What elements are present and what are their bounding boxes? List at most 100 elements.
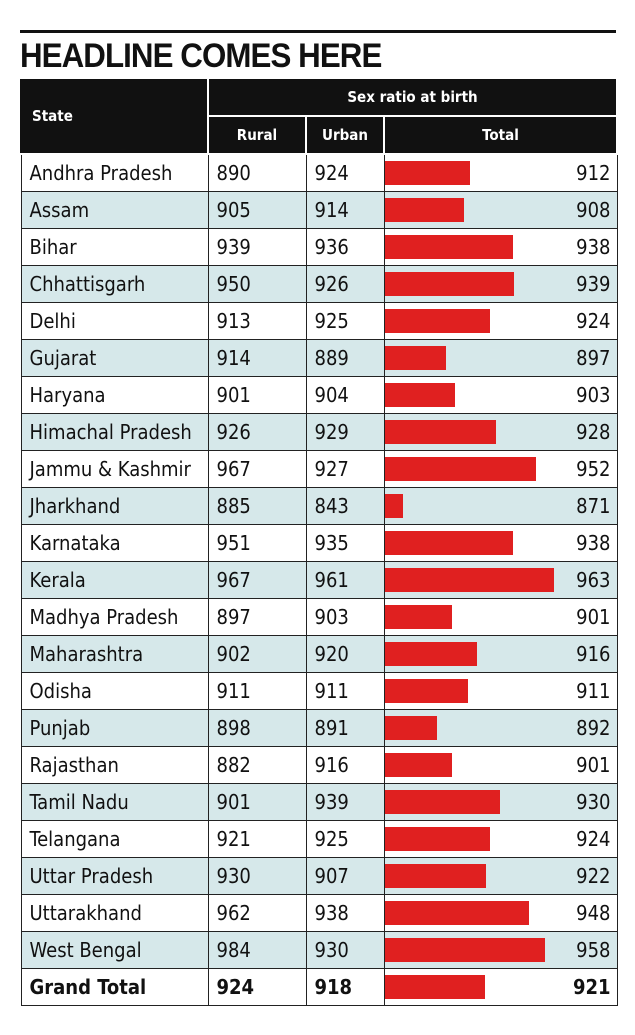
total-cell: 871 xyxy=(383,487,618,525)
rural-cell: 984 xyxy=(207,931,307,969)
total-value-label: 924 xyxy=(576,827,611,851)
total-value-label: 901 xyxy=(576,753,611,777)
table-body: Andhra Pradesh 890 924 912 Assam 905 914 908 Bih… xyxy=(20,153,618,1006)
rural-cell: 902 xyxy=(207,635,307,673)
grand-total-row: Grand Total 924 918 921 xyxy=(20,968,618,1006)
rural-cell: 930 xyxy=(207,857,307,895)
urban-cell: 925 xyxy=(305,302,385,340)
urban-cell: 907 xyxy=(305,857,385,895)
urban-cell: 927 xyxy=(305,450,385,488)
total-bar xyxy=(385,753,452,777)
table-row: Uttar Pradesh 930 907 922 xyxy=(20,857,618,895)
state-cell: Bihar xyxy=(20,228,209,266)
total-value-label: 952 xyxy=(576,457,611,481)
total-value-label: 903 xyxy=(576,383,611,407)
state-cell: Chhattisgarh xyxy=(20,265,209,303)
state-cell: Assam xyxy=(20,191,209,229)
total-cell: 952 xyxy=(383,450,618,488)
table-row: Gujarat 914 889 897 xyxy=(20,339,618,377)
column-group-header: Sex ratio at birth xyxy=(207,77,618,117)
total-cell: 903 xyxy=(383,376,618,414)
state-cell: Jammu & Kashmir xyxy=(20,450,209,488)
urban-cell: 904 xyxy=(305,376,385,414)
total-bar xyxy=(385,679,468,703)
rural-cell: 897 xyxy=(207,598,307,636)
table-row: Andhra Pradesh 890 924 912 xyxy=(20,153,618,192)
state-cell: West Bengal xyxy=(20,931,209,969)
total-bar xyxy=(385,568,554,592)
total-bar xyxy=(385,420,496,444)
total-cell: 892 xyxy=(383,709,618,747)
sex-ratio-table: State Sex ratio at birth Rural Urban Tot… xyxy=(20,77,618,1006)
urban-cell: 961 xyxy=(305,561,385,599)
total-bar xyxy=(385,309,490,333)
table-row: Haryana 901 904 903 xyxy=(20,376,618,414)
urban-cell: 891 xyxy=(305,709,385,747)
total-cell: 938 xyxy=(383,228,618,266)
total-cell: 912 xyxy=(383,153,618,192)
rural-cell: 905 xyxy=(207,191,307,229)
urban-cell: 936 xyxy=(305,228,385,266)
total-cell: 897 xyxy=(383,339,618,377)
rural-cell: 924 xyxy=(207,968,307,1006)
state-cell: Uttarakhand xyxy=(20,894,209,932)
table-row: Assam 905 914 908 xyxy=(20,191,618,229)
total-cell: 911 xyxy=(383,672,618,710)
total-value-label: 912 xyxy=(576,161,611,185)
total-value-label: 958 xyxy=(576,938,611,962)
state-cell: Gujarat xyxy=(20,339,209,377)
total-value-label: 922 xyxy=(576,864,611,888)
column-header-rural: Rural xyxy=(207,115,307,155)
total-bar xyxy=(385,272,514,296)
urban-cell: 939 xyxy=(305,783,385,821)
urban-cell: 925 xyxy=(305,820,385,858)
rural-cell: 939 xyxy=(207,228,307,266)
total-cell: 921 xyxy=(383,968,618,1006)
state-cell: Grand Total xyxy=(20,968,209,1006)
column-header-total: Total xyxy=(383,115,618,155)
rural-cell: 913 xyxy=(207,302,307,340)
table-row: Chhattisgarh 950 926 939 xyxy=(20,265,618,303)
table-row: Kerala 967 961 963 xyxy=(20,561,618,599)
headline: HEADLINE COMES HERE xyxy=(20,37,382,75)
total-cell: 928 xyxy=(383,413,618,451)
total-value-label: 901 xyxy=(576,605,611,629)
rural-cell: 921 xyxy=(207,820,307,858)
total-value-label: 939 xyxy=(576,272,611,296)
total-value-label: 897 xyxy=(576,346,611,370)
total-bar xyxy=(385,864,486,888)
total-bar xyxy=(385,642,477,666)
rural-cell: 914 xyxy=(207,339,307,377)
total-bar xyxy=(385,235,513,259)
total-cell: 901 xyxy=(383,746,618,784)
table-row: Madhya Pradesh 897 903 901 xyxy=(20,598,618,636)
total-bar xyxy=(385,198,464,222)
table-row: West Bengal 984 930 958 xyxy=(20,931,618,969)
rural-cell: 901 xyxy=(207,783,307,821)
total-cell: 922 xyxy=(383,857,618,895)
total-bar xyxy=(385,457,536,481)
table-row: Rajasthan 882 916 901 xyxy=(20,746,618,784)
state-cell: Rajasthan xyxy=(20,746,209,784)
total-bar xyxy=(385,346,446,370)
rural-cell: 967 xyxy=(207,561,307,599)
table-row: Uttarakhand 962 938 948 xyxy=(20,894,618,932)
total-bar xyxy=(385,901,529,925)
total-cell: 901 xyxy=(383,598,618,636)
rural-cell: 890 xyxy=(207,153,307,192)
state-cell: Himachal Pradesh xyxy=(20,413,209,451)
urban-cell: 935 xyxy=(305,524,385,562)
total-cell: 948 xyxy=(383,894,618,932)
total-value-label: 924 xyxy=(576,309,611,333)
total-cell: 930 xyxy=(383,783,618,821)
total-bar xyxy=(385,383,455,407)
rural-cell: 951 xyxy=(207,524,307,562)
state-cell: Maharashtra xyxy=(20,635,209,673)
urban-cell: 914 xyxy=(305,191,385,229)
total-cell: 916 xyxy=(383,635,618,673)
state-cell: Delhi xyxy=(20,302,209,340)
urban-cell: 924 xyxy=(305,153,385,192)
top-rule xyxy=(20,30,616,33)
table-row: Telangana 921 925 924 xyxy=(20,820,618,858)
total-value-label: 911 xyxy=(576,679,611,703)
